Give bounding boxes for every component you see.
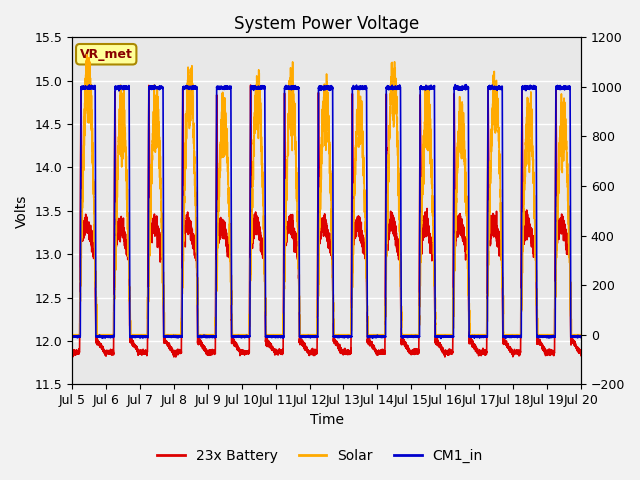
Legend: 23x Battery, Solar, CM1_in: 23x Battery, Solar, CM1_in (152, 443, 488, 468)
Y-axis label: Volts: Volts (15, 194, 29, 228)
X-axis label: Time: Time (310, 413, 344, 427)
Title: System Power Voltage: System Power Voltage (234, 15, 419, 33)
Text: VR_met: VR_met (80, 48, 132, 61)
